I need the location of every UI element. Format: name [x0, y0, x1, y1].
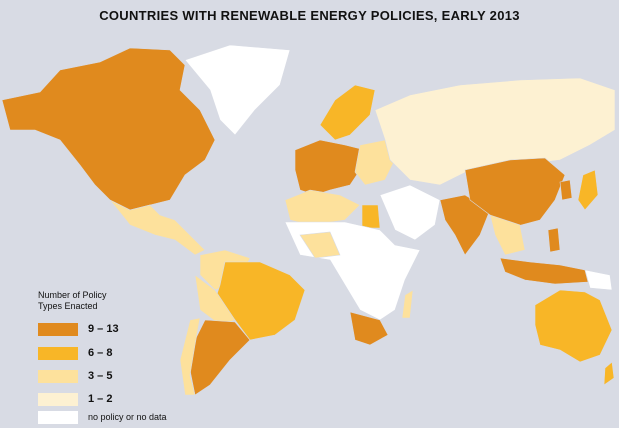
- legend-item: 9 – 13: [38, 322, 119, 336]
- legend-swatch: [38, 369, 78, 383]
- australia: [534, 289, 613, 363]
- russia: [374, 77, 616, 186]
- philippines: [547, 227, 561, 253]
- western-europe: [294, 139, 366, 196]
- new-zealand: [603, 361, 615, 386]
- legend-label: 3 – 5: [88, 370, 113, 382]
- korea: [559, 179, 573, 201]
- legend-swatch: [38, 410, 78, 424]
- legend-label: no policy or no data: [88, 412, 167, 422]
- legend-label: 6 – 8: [88, 347, 113, 359]
- north-africa: [284, 189, 361, 226]
- madagascar: [401, 289, 414, 319]
- india: [439, 194, 491, 256]
- north-america: [1, 47, 216, 211]
- legend-swatch: [38, 322, 78, 336]
- legend-item: no policy or no data: [38, 410, 167, 424]
- middle-east: [379, 184, 441, 241]
- south-africa: [349, 311, 389, 346]
- egypt: [361, 204, 381, 229]
- legend-swatch: [38, 346, 78, 360]
- legend-item: 3 – 5: [38, 369, 112, 383]
- southeast-asia: [489, 214, 526, 256]
- legend-label: 9 – 13: [88, 323, 119, 335]
- scandinavia: [319, 84, 376, 141]
- papua: [584, 269, 613, 291]
- argentina: [189, 319, 251, 396]
- legend-title-line: Number of Policy: [38, 290, 107, 300]
- japan: [577, 169, 599, 211]
- indonesia: [499, 257, 589, 285]
- legend-title: Number of Policy Types Enacted: [38, 290, 107, 312]
- legend-label: 1 – 2: [88, 393, 113, 405]
- china: [464, 157, 566, 229]
- legend-swatch: [38, 392, 78, 406]
- greenland: [184, 44, 291, 136]
- legend-item: 1 – 2: [38, 392, 112, 406]
- mexico: [109, 199, 206, 256]
- map-title: COUNTRIES WITH RENEWABLE ENERGY POLICIES…: [99, 8, 520, 23]
- legend-item: 6 – 8: [38, 346, 112, 360]
- chile: [179, 317, 201, 396]
- west-africa: [299, 231, 341, 259]
- legend-title-line: Types Enacted: [38, 301, 98, 311]
